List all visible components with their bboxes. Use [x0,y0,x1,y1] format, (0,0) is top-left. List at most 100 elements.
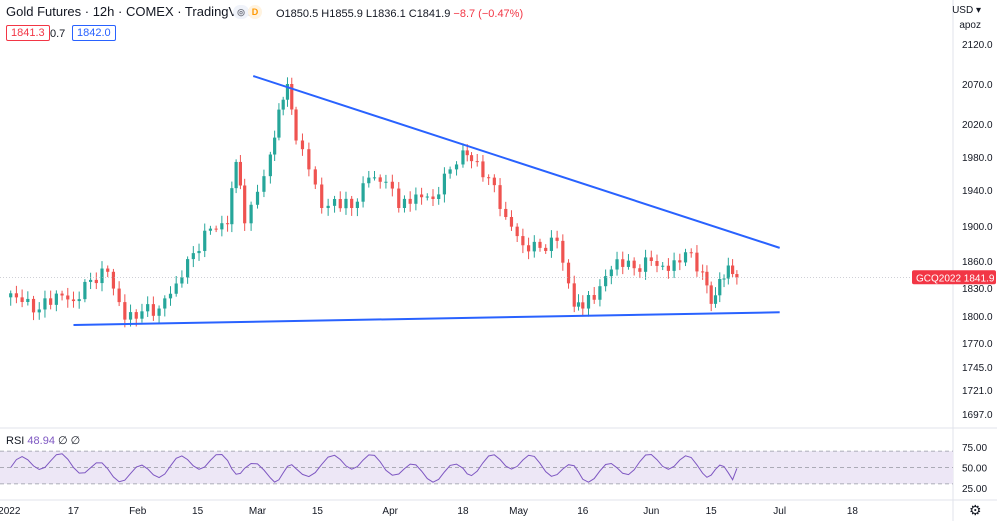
candle-body [626,260,631,267]
rsi-y-tick-label: 50.00 [962,464,987,475]
y-tick-label: 1980.0 [962,153,993,164]
candle-body [208,228,213,231]
candle-body [581,302,585,309]
ohlc-close: C1841.9 [408,8,451,20]
candle-body [678,260,682,263]
candle-body [448,169,452,174]
x-tick-label: 2022 [0,506,21,517]
candle-body [320,184,324,208]
candle-body [666,265,670,271]
x-tick-label: Mar [249,506,267,517]
candle-body [566,262,571,284]
candle-body [225,223,230,225]
currency-selector[interactable]: USD ▾ [952,5,981,16]
candle-body [549,237,554,251]
candle-body [338,199,342,209]
y-tick-label: 1860.0 [962,257,993,268]
candle-body [71,299,76,302]
rsi-y-tick-label: 75.00 [962,443,987,454]
candle-body [475,161,479,163]
candle-body [197,250,201,254]
candle-body [220,223,224,230]
y-tick-label: 1900.0 [962,222,993,233]
candle-body [355,201,359,208]
ask-button[interactable]: 1842.0 [72,25,116,41]
candle-body [281,99,285,110]
x-tick-label: Jul [773,506,786,517]
candle-body [174,283,178,294]
candle-body [713,295,718,304]
rsi-extra-2: ∅ [70,435,81,447]
trendline-resistance [252,75,780,249]
ohlc-open: O1850.5 [276,8,319,20]
y-tick-label: 2020.0 [962,120,993,131]
candle-body [180,277,184,284]
candle-body [572,283,576,307]
y-tick-label: 1940.0 [962,186,993,197]
candle-body [273,137,277,155]
candle-body [332,199,337,206]
candle-body [555,237,559,241]
candle-body [498,185,502,209]
scale-mode-label[interactable]: apoz [959,20,981,31]
candle-body [37,309,41,313]
trendline-support [73,311,780,326]
candle-body [672,260,676,271]
candle-body [249,204,253,224]
rsi-value: 48.94 [27,435,55,447]
x-tick-label: 17 [68,506,80,517]
candle-body [576,302,581,307]
x-tick-label: Feb [129,506,147,517]
candle-body [128,312,133,320]
candle-body [214,228,218,230]
candle-body [419,194,424,198]
candle-body [361,183,365,202]
candle-body [504,208,508,217]
candle-body [638,268,642,272]
candle-body [123,302,127,320]
candle-body [43,298,47,310]
y-tick-label: 1697.0 [962,410,993,421]
candle-body [492,177,496,186]
candle-body [705,271,709,286]
candle-body [230,188,234,225]
x-tick-label: Jun [643,506,659,517]
x-tick-label: 15 [192,506,204,517]
x-tick-label: 15 [312,506,324,517]
y-tick-label: 2070.0 [962,80,993,91]
ohlc-change: −8.7 (−0.47%) [453,8,524,20]
y-tick-label: 1745.0 [962,363,993,374]
y-tick-label: 2120.0 [962,40,993,51]
candle-body [425,196,429,198]
candle-body [437,194,441,199]
gear-icon[interactable]: ⚙ [969,502,982,518]
candle-body [726,265,730,279]
candle-body [60,293,64,296]
candle-body [26,298,30,302]
candle-body [408,198,412,204]
candle-body [54,293,58,305]
candle-body [538,241,542,248]
candle-body [203,230,207,251]
candle-body [481,161,485,178]
candle-body [83,281,87,300]
x-tick-label: 18 [847,506,859,517]
candle-body [621,259,625,267]
eye-icon[interactable]: ◎ [233,5,249,19]
candle-body [544,247,548,251]
market-status-badge[interactable]: D [248,5,262,19]
candle-body [414,194,418,204]
candle-body [431,196,435,199]
x-tick-label: 18 [457,506,469,517]
chart-legend: Gold Futures · 12h · COMEX · TradingView [6,4,256,20]
candle-body [300,140,305,150]
rsi-line [10,453,738,483]
candle-body [532,241,536,252]
candle-body [277,109,281,138]
candle-body [515,226,519,237]
bid-button[interactable]: 1841.3 [6,25,50,41]
candle-body [709,285,713,304]
rsi-legend: RSI 48.94 ∅ ∅ [6,434,80,447]
